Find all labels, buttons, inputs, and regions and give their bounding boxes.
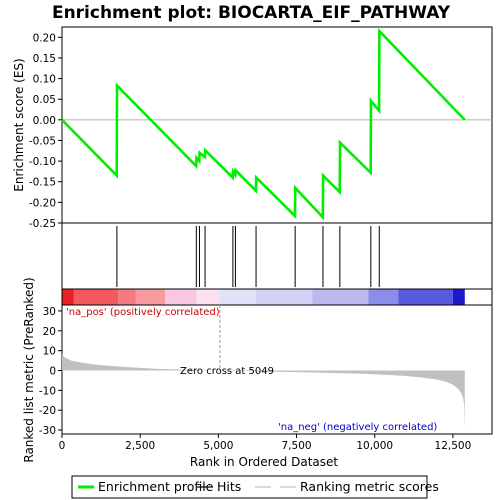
x-tick-label: 10,000 bbox=[356, 440, 393, 452]
bottom-y-tick-label: -20 bbox=[39, 405, 56, 417]
top-y-tick-label: 0.15 bbox=[33, 53, 56, 65]
heatmap-segment bbox=[62, 289, 74, 305]
hits-panel bbox=[61, 222, 493, 290]
top-y-tick-label: 0.10 bbox=[33, 74, 56, 86]
negative-correlation-label: 'na_neg' (negatively correlated) bbox=[278, 422, 437, 433]
positive-correlation-label: 'na_pos' (positively correlated) bbox=[66, 307, 220, 318]
heatmap-segment bbox=[135, 289, 166, 305]
x-tick-label: 7,500 bbox=[282, 440, 312, 452]
top-y-tick-label: -0.05 bbox=[29, 135, 56, 147]
top-y-tick-label: 0.20 bbox=[33, 32, 56, 44]
hit-lines bbox=[116, 226, 380, 287]
top-panel-frame bbox=[61, 26, 493, 224]
ranked-metric-panel: 30 20 10 0 -10 -20 -30 'na_pos' (positively co… bbox=[22, 277, 493, 463]
bottom-y-tick-label: -30 bbox=[39, 425, 56, 437]
x-tick-label: 2,500 bbox=[125, 440, 155, 452]
top-y-axis-label: Enrichment score (ES) bbox=[12, 58, 26, 191]
top-y-tick-label: -0.10 bbox=[29, 156, 56, 168]
bottom-y-tick-label: 20 bbox=[43, 326, 56, 338]
bottom-y-tick-label: 0 bbox=[49, 365, 56, 377]
bottom-y-axis-label: Ranked list metric (PreRanked) bbox=[22, 277, 36, 462]
ranking-heatmap-bar bbox=[61, 288, 493, 306]
bottom-y-tick-label: 30 bbox=[43, 306, 56, 318]
heatmap-segment bbox=[398, 289, 453, 305]
heatmap-segment bbox=[73, 289, 119, 305]
x-tick-label: 0 bbox=[59, 440, 66, 452]
top-y-tick-label: -0.20 bbox=[29, 197, 56, 209]
heatmap-segment bbox=[165, 289, 197, 305]
legend-frame bbox=[71, 475, 428, 499]
heatmap-segment bbox=[368, 289, 399, 305]
legend-label: Enrichment profile bbox=[98, 479, 214, 494]
bottom-y-tick-label: -10 bbox=[39, 385, 56, 397]
bottom-y-tick-label: 10 bbox=[43, 346, 56, 358]
top-y-tick-label: 0.05 bbox=[33, 94, 56, 106]
heatmap-segment bbox=[118, 289, 136, 305]
heatmap-segment bbox=[255, 289, 313, 305]
top-y-tick-label: -0.25 bbox=[29, 218, 56, 230]
ranking-metric-area bbox=[62, 354, 465, 430]
hits-panel-frame bbox=[61, 222, 493, 290]
enrichment-profile-line bbox=[61, 27, 466, 221]
x-tick-label: 5,000 bbox=[203, 440, 233, 452]
x-axis-label: Rank in Ordered Dataset bbox=[190, 455, 338, 469]
legend: Enrichment profile Hits Ranking metric sco… bbox=[71, 475, 439, 499]
top-y-tick-label: -0.15 bbox=[29, 177, 56, 189]
heatmap-segment bbox=[452, 289, 465, 305]
legend-label: Ranking metric scores bbox=[300, 479, 439, 494]
heatmap-segment bbox=[196, 289, 220, 305]
legend-label: Hits bbox=[217, 479, 241, 494]
bottom-y-axis: 30 20 10 0 -10 -20 -30 bbox=[39, 306, 62, 437]
heatmap-segment bbox=[219, 289, 256, 305]
top-y-tick-label: 0.00 bbox=[33, 115, 56, 127]
enrichment-score-panel: 0.20 0.15 0.10 0.05 0.00 -0.05 -0.10 -0.15 -0.20… bbox=[12, 26, 493, 230]
x-tick-label: 12,500 bbox=[435, 440, 472, 452]
chart-title: Enrichment plot: BIOCARTA_EIF_PATHWAY bbox=[52, 3, 451, 23]
heatmap-segment bbox=[312, 289, 369, 305]
top-y-axis: 0.20 0.15 0.10 0.05 0.00 -0.05 -0.10 -0.15 -0.20… bbox=[29, 32, 62, 230]
x-axis: 0 2,500 5,000 7,500 10,000 12,500 bbox=[59, 434, 472, 452]
zero-cross-label: Zero cross at 5049 bbox=[180, 366, 274, 377]
